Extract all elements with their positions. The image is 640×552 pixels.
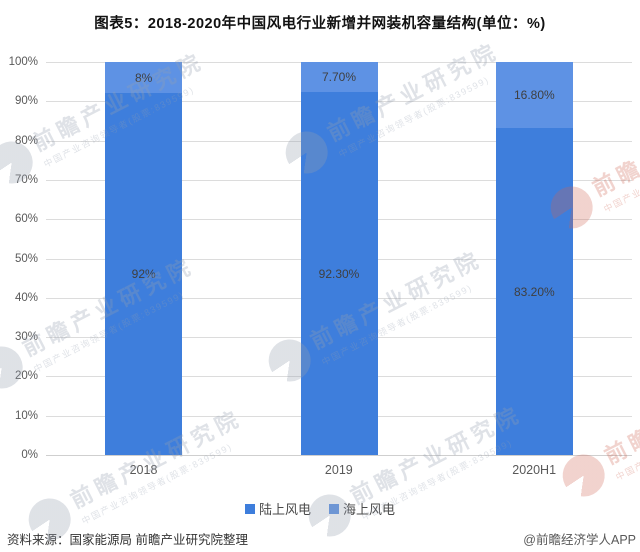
bar-segment-onshore: 83.20%	[495, 128, 573, 455]
bar-segment-offshore: 8%	[105, 62, 183, 94]
y-axis-tick-label: 90%	[14, 95, 38, 108]
bar-2020H1: 83.20% 16.80%	[495, 62, 573, 455]
y-axis-tick-label: 30%	[14, 331, 38, 344]
y-axis-tick-label: 50%	[14, 252, 38, 265]
legend-label: 陆上风电	[258, 502, 311, 517]
bar-value-label: 16.80%	[513, 88, 555, 103]
y-axis-tick-label: 10%	[14, 409, 38, 422]
y-axis-tick-label: 0%	[21, 449, 38, 461]
bar-segment-onshore: 92.30%	[300, 92, 378, 455]
x-axis-category-label: 2018	[129, 463, 158, 477]
bar-2019: 92.30% 7.70%	[300, 62, 378, 455]
legend-item-onshore: 陆上风电	[244, 499, 311, 518]
x-axis-category-label: 2019	[324, 463, 353, 477]
y-axis-tick-label: 100%	[8, 56, 38, 68]
y-axis-tick-label: 70%	[14, 173, 38, 186]
y-axis-tick-label: 80%	[14, 134, 38, 147]
bar-value-label: 8%	[134, 70, 153, 85]
chart-title: 图表5：2018-2020年中国风电行业新增并网装机容量结构(单位：%)	[94, 16, 546, 32]
bar-value-label: 92%	[131, 267, 156, 282]
plot-area: 92% 8% 92.30% 7.70% 83.20% 16.80%	[46, 62, 632, 456]
legend-item-offshore: 海上风电	[329, 499, 395, 518]
bar-value-label: 7.70%	[321, 70, 357, 85]
legend-swatch	[244, 503, 255, 514]
bar-segment-offshore: 7.70%	[300, 62, 378, 93]
y-axis-tick-label: 20%	[14, 370, 38, 383]
legend-label: 海上风电	[343, 502, 396, 517]
gridline	[46, 455, 632, 456]
bar-2018: 92% 8%	[105, 62, 183, 455]
y-axis-tick-label: 40%	[14, 291, 38, 304]
chart-legend: 陆上风电 海上风电	[0, 499, 640, 518]
bar-value-label: 83.20%	[513, 284, 555, 299]
legend-swatch	[329, 503, 339, 514]
credit-note: @前瞻经济学人APP	[523, 533, 636, 547]
y-axis-tick-label: 60%	[14, 213, 38, 226]
qianzhan-globe-icon	[0, 339, 30, 396]
bar-segment-offshore: 16.80%	[495, 62, 573, 129]
bar-segment-onshore: 92%	[105, 93, 183, 455]
bar-value-label: 92.30%	[318, 266, 360, 281]
source-note: 资料来源：国家能源局 前瞻产业研究院整理	[7, 533, 248, 547]
x-axis-category-label: 2020H1	[512, 463, 557, 477]
